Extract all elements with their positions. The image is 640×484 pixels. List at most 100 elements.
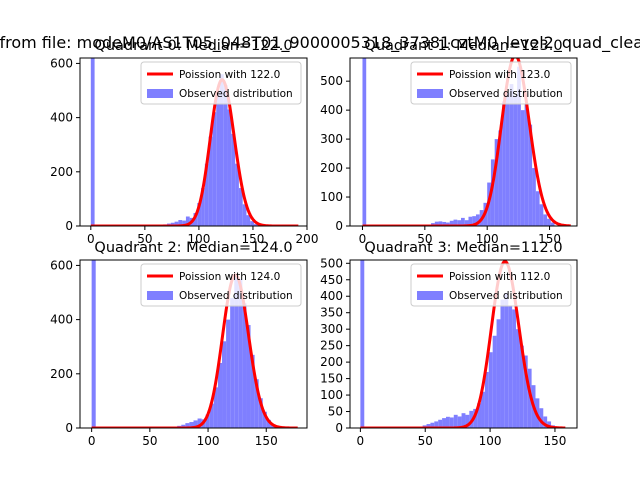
quadrant-2-ytick-label: 0 [65, 421, 73, 435]
quadrant-1-histogram-bar [535, 191, 540, 226]
quadrant-3-xtick-label: 50 [418, 434, 433, 448]
quadrant-0-xtick-label: 150 [241, 232, 264, 246]
quadrant-3-histogram-bar [516, 329, 520, 428]
quadrant-3-histogram-bar [449, 417, 454, 428]
quadrant-1-histogram-bar [513, 95, 518, 226]
quadrant-1-histogram-bar [520, 110, 525, 226]
quadrant-1-histogram-bar [461, 217, 465, 226]
quadrant-1-ytick-label: 300 [320, 132, 343, 146]
quadrant-2-xtick-label: 0 [88, 434, 96, 448]
quadrant-3-xtick-label: 100 [479, 434, 502, 448]
quadrant-1-xtick-label: 100 [476, 232, 499, 246]
quadrant-2-histogram-bar [250, 354, 255, 428]
quadrant-0-histogram-bar [185, 216, 190, 226]
quadrant-1-axes-frame [349, 57, 578, 227]
quadrant-3-histogram-bar [519, 345, 524, 428]
quadrant-1-histogram-bar [464, 220, 469, 226]
quadrant-0-xtick-label: 50 [137, 232, 152, 246]
quadrant-1-legend: Poission with 123.0 Observed distribution [410, 61, 572, 105]
quadrant-0-histogram-bar [201, 188, 205, 226]
quadrant-3-histogram-bar [547, 421, 552, 428]
quadrant-3-histogram-bar [430, 422, 435, 428]
quadrant-1-histogram-bar [550, 222, 555, 226]
quadrant-2-histogram-bar [242, 303, 247, 428]
quadrant-2-histogram-bar [193, 420, 198, 428]
quadrant-2-histogram-bar [258, 398, 263, 428]
quadrant-2-histogram-bar [222, 341, 227, 428]
quadrant-0-ytick-label: 600 [50, 56, 73, 70]
quadrant-3-histogram-bar [512, 309, 517, 428]
quadrant-2-poisson-curve [91, 273, 298, 428]
quadrant-2-histogram-bar [230, 297, 235, 428]
quadrant-0-xtick-label: 200 [296, 232, 319, 246]
quadrant-3-legend: Poission with 112.0 Observed distribution [410, 263, 572, 307]
quadrant-2-histogram-bar [213, 387, 218, 428]
quadrant-3-histogram-bar [445, 416, 450, 428]
quadrant-2-ytick-label: 600 [50, 258, 73, 272]
quadrant-2-histogram-bar [266, 419, 271, 428]
quadrant-0-histogram-bar [231, 133, 236, 226]
quadrant-1-histogram-bar [532, 168, 536, 226]
quadrant-1-ytick-label: 500 [320, 74, 343, 88]
quadrant-2-ytick-label: 200 [50, 367, 73, 381]
quadrant-3-xtick-label: 150 [543, 434, 566, 448]
quadrant-1-ytick-label: 400 [320, 103, 343, 117]
quadrant-1-histogram-bar [468, 216, 473, 226]
quadrant-0-histogram-bar [212, 112, 217, 226]
quadrant-0-xtick-label: 0 [87, 232, 95, 246]
quadrant-2-histogram-bar [209, 403, 214, 428]
figure-suptitle: Data from file: modeM0/AS1T05_048T01_900… [0, 33, 640, 53]
quadrant-3-histogram-bar [508, 306, 513, 428]
quadrant-3-poisson-curve [360, 260, 566, 428]
quadrant-3-histogram-bar [434, 421, 439, 428]
quadrant-3-ytick-label: 100 [320, 388, 343, 402]
quadrant-1-histogram-bar [539, 204, 544, 226]
legend-box [410, 61, 572, 105]
quadrant-3-histogram-bar [453, 414, 458, 428]
quadrant-3-histogram-bar [543, 416, 548, 428]
quadrant-3-plot-area [360, 260, 566, 428]
quadrant-1-histogram-bar [509, 84, 514, 226]
quadrant-2-legend: Poission with 124.0 Observed distribution [140, 263, 302, 307]
legend-entry-poisson: Poission with 123.0 [449, 69, 550, 81]
quadrant-0-histogram-bar [170, 222, 175, 226]
legend-box [140, 263, 302, 307]
quadrant-0-axes-frame [79, 57, 308, 227]
quadrant-3-ytick-label: 400 [320, 289, 343, 303]
legend-bar-swatch [417, 89, 443, 98]
subplot-grid: Quadrant 0: Median=122.0 0 50 100 150 200 0 200… [50, 38, 578, 448]
quadrant-1-histogram-bar [505, 92, 510, 226]
quadrant-2-histogram-bar [197, 418, 202, 428]
legend-entry-poisson: Poission with 112.0 [449, 271, 550, 283]
quadrant-1-histogram-bar [494, 139, 499, 226]
quadrant-2-histogram-bar [189, 422, 194, 428]
quadrant-0-histogram-bar [174, 221, 179, 226]
quadrant-0-histogram-bar [197, 202, 202, 226]
quadrant-2-title: Quadrant 2: Median=124.0 [94, 240, 292, 256]
quadrant-1-histogram-bar [438, 221, 443, 226]
quadrant-0-histogram-bar [235, 163, 239, 226]
quadrant-2-histogram-bar [205, 414, 210, 428]
quadrant-0-legend: Poission with 122.0 Observed distribution [140, 61, 302, 105]
quadrant-1-histogram-bar [528, 124, 533, 226]
quadrant-3-histogram-bar [438, 419, 443, 428]
quadrant-0-histogram-bar [223, 85, 228, 226]
quadrant-0-title: Quadrant 0: Median=122.0 [94, 38, 292, 54]
quadrant-2-xtick-label: 100 [197, 434, 220, 448]
quadrant-0-xtick-label: 100 [187, 232, 210, 246]
quadrant-2-xtick-label: 150 [255, 434, 278, 448]
legend-entry-observed: Observed distribution [449, 290, 563, 302]
quadrant-2-subplot: Quadrant 2: Median=124.0 0 50 100 150 0 200 400… [50, 240, 308, 448]
quadrant-0-histogram-bar [208, 136, 213, 226]
quadrant-2-histogram-bar [185, 423, 190, 428]
quadrant-3-axes-frame [349, 259, 578, 429]
quadrant-0-ytick-label: 0 [65, 219, 73, 233]
quadrant-0-histogram-bar [246, 215, 251, 226]
quadrant-3-histogram-bar [457, 416, 462, 428]
quadrant-0-histogram-bar [250, 221, 255, 226]
quadrant-0-histogram-bar [193, 212, 198, 226]
quadrant-3-histogram-bar [484, 372, 489, 428]
quadrant-2-plot-area [91, 260, 298, 428]
quadrant-3-ytick-label: 50 [328, 405, 343, 419]
